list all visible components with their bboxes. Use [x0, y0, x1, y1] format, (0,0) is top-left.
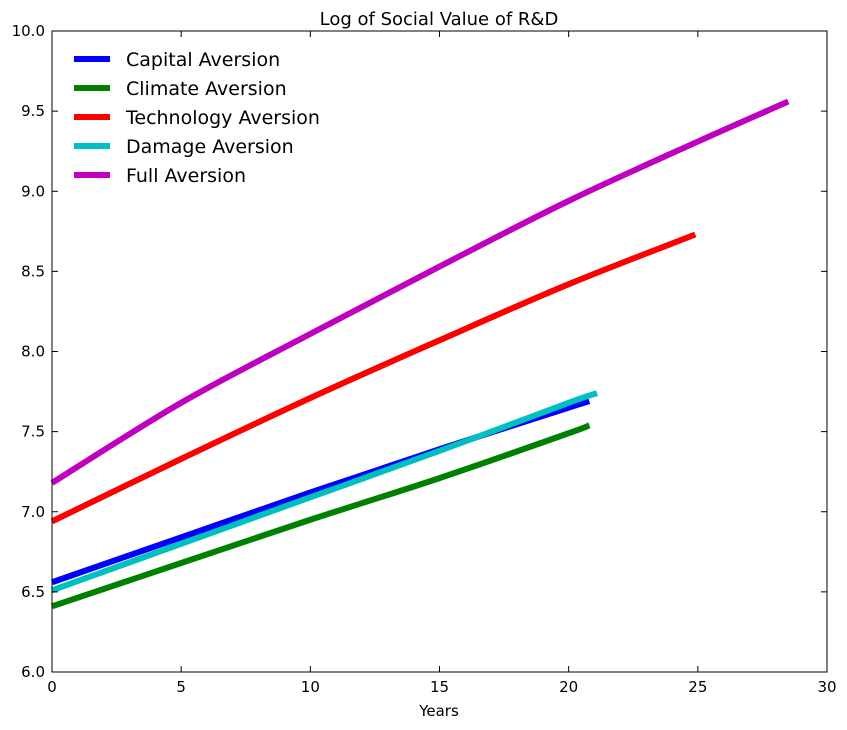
legend-label-3: Technology Aversion	[125, 107, 320, 129]
series-line-3	[50, 231, 697, 525]
x-axis-title: Years	[418, 702, 459, 720]
legend-label-4: Damage Aversion	[126, 136, 294, 158]
x-tick-label: 5	[176, 678, 186, 696]
x-tick-label: 10	[301, 678, 320, 696]
x-tick-label: 20	[559, 678, 578, 696]
x-tick-label: 30	[817, 678, 836, 696]
y-tick-label: 7.5	[21, 423, 45, 441]
x-tick-label: 15	[430, 678, 449, 696]
y-tick-label: 6.0	[21, 663, 45, 681]
y-tick-label: 9.5	[21, 102, 45, 120]
y-tick-label: 9.0	[21, 182, 45, 200]
series-line-4	[50, 390, 599, 594]
legend: Capital Aversion Climate Aversion Technolo…	[74, 49, 320, 187]
legend-label-5: Full Aversion	[126, 165, 246, 187]
tick-layer: 0 5 10 15 20 25 30 6.0 6.5 7.0 7.5 8.0 8.5 9.0 9.5 10.0	[12, 22, 837, 696]
y-tick-label: 8.0	[21, 343, 45, 361]
x-tick-label: 0	[47, 678, 57, 696]
series-line-5	[50, 98, 790, 486]
legend-label-2: Climate Aversion	[126, 78, 287, 100]
y-tick-label: 7.0	[21, 503, 45, 521]
legend-label-1: Capital Aversion	[126, 49, 280, 71]
x-tick-label: 25	[688, 678, 707, 696]
chart-title: Log of Social Value of R&D	[320, 9, 559, 30]
y-tick-label: 10.0	[12, 22, 45, 40]
y-tick-label: 6.5	[21, 583, 45, 601]
series-layer	[50, 98, 790, 610]
y-tick-label: 8.5	[21, 262, 45, 280]
series-line-1	[51, 398, 591, 586]
series-line-2	[51, 422, 591, 610]
